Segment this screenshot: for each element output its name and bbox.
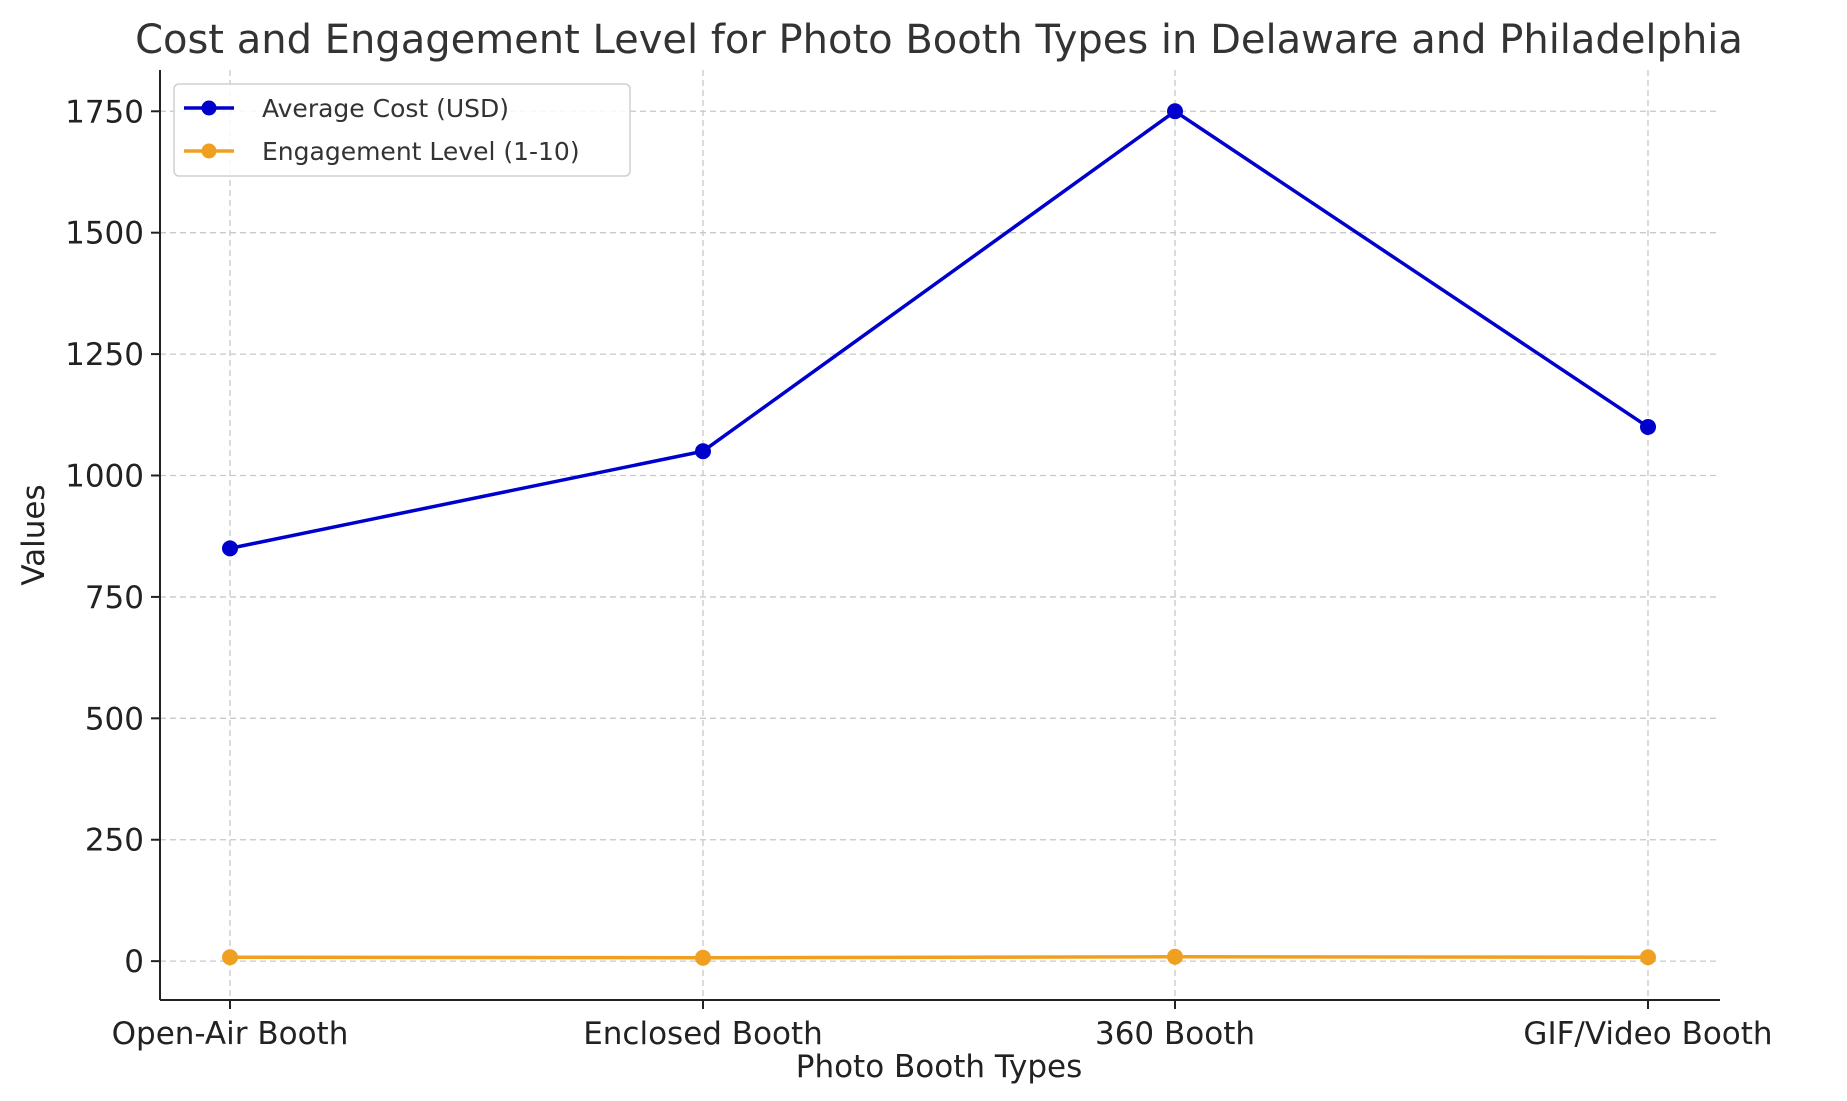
- series-0-point: [695, 443, 711, 460]
- legend-box: [173, 83, 631, 177]
- series-line-0: [229, 109, 1649, 551]
- series-1-point: [222, 949, 238, 966]
- y-tick-label: 500: [85, 701, 144, 737]
- x-tick-label: Enclosed Booth: [583, 1016, 823, 1052]
- series-0-point: [1167, 103, 1183, 120]
- y-axis-label: Values: [16, 484, 52, 585]
- series-1-point: [1167, 948, 1183, 965]
- x-tick-label: Open-Air Booth: [112, 1016, 349, 1052]
- axes: [159, 70, 1720, 1001]
- series-1-point: [1640, 949, 1656, 966]
- y-tick-label: 1000: [65, 459, 144, 495]
- series-0-point: [222, 540, 238, 557]
- series-0-point: [1640, 418, 1656, 435]
- legend: Average Cost (USD) Engagement Level (1-10…: [173, 83, 631, 177]
- legend-marker-1: [201, 143, 217, 159]
- ticks: 0 250 500 750 1000 1250 1500 1750 Open-Air Booth…: [65, 94, 1772, 1052]
- x-tick-label: 360 Booth: [1095, 1016, 1255, 1052]
- y-tick-label: 250: [85, 823, 144, 859]
- y-tick-label: 1250: [65, 337, 144, 373]
- x-axis-label: Photo Booth Types: [796, 1049, 1083, 1085]
- x-tick-label: GIF/Video Booth: [1523, 1016, 1772, 1052]
- series-1-point: [695, 949, 711, 966]
- y-tick-label: 1500: [65, 216, 144, 252]
- y-tick-label: 1750: [65, 94, 144, 130]
- y-tick-label: 0: [124, 944, 144, 980]
- grid: [160, 70, 1720, 1000]
- series: [222, 103, 1656, 966]
- legend-marker-0: [201, 100, 217, 116]
- legend-label-1: Engagement Level (1-10): [262, 137, 580, 166]
- chart-title: Cost and Engagement Level for Photo Boot…: [135, 17, 1743, 63]
- legend-label-0: Average Cost (USD): [262, 94, 509, 123]
- y-tick-label: 750: [85, 580, 144, 616]
- series-line-1: [229, 955, 1649, 960]
